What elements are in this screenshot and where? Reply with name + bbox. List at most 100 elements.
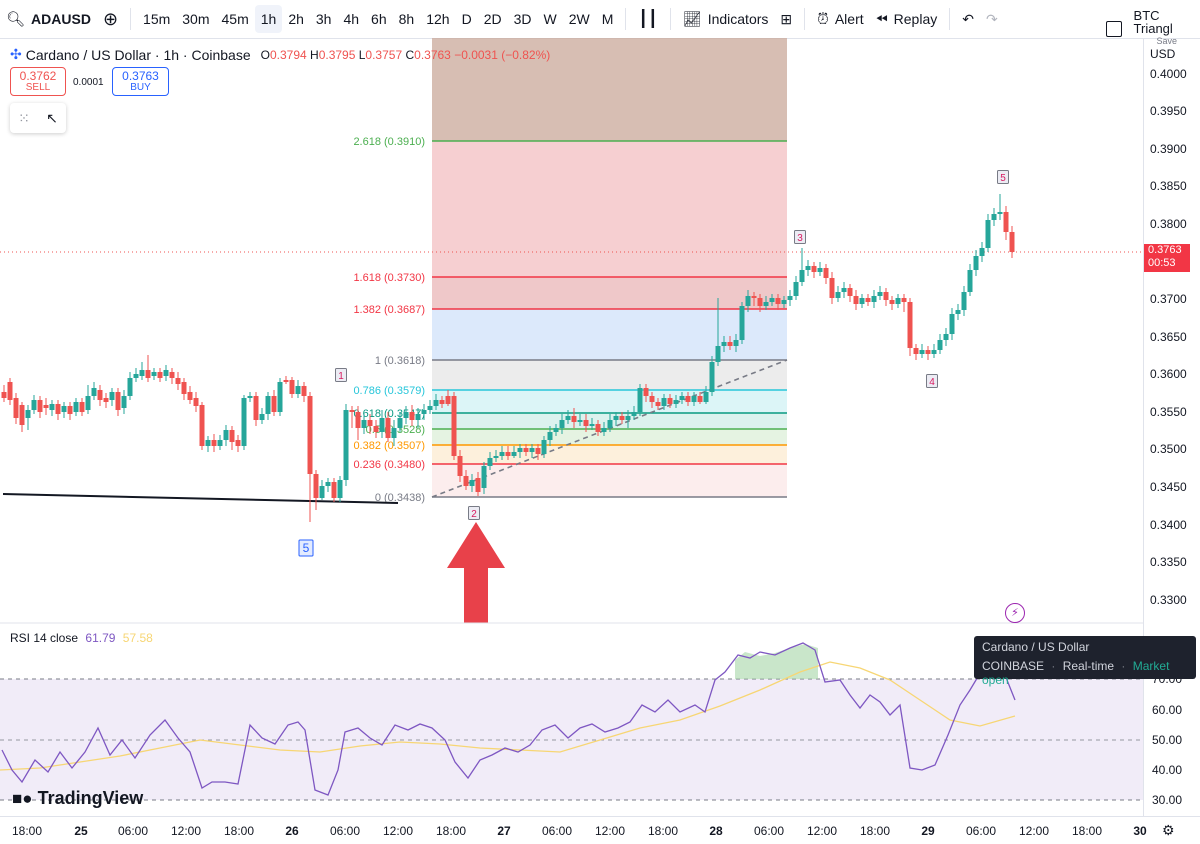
- candle-body: [757, 298, 763, 306]
- symbol-title[interactable]: Cardano / US Dollar · 1h · Coinbase: [25, 46, 251, 63]
- candle-body: [769, 298, 775, 302]
- candle-body: [541, 440, 547, 454]
- replay-button[interactable]: ⏪︎ Replay: [870, 0, 944, 38]
- fib-zone: [432, 309, 787, 360]
- tradingview-logo[interactable]: ■● TradingView: [12, 788, 143, 809]
- candle-body: [991, 214, 997, 220]
- candle-body: [949, 314, 955, 334]
- candle-body: [385, 418, 391, 438]
- candle-body: [775, 298, 781, 304]
- candle-body: [331, 482, 337, 498]
- add-symbol-icon: ⊕: [102, 8, 119, 29]
- candle-body: [997, 212, 1003, 214]
- tooltip-dot: ·: [1121, 659, 1126, 673]
- candle-body: [307, 396, 313, 474]
- undo-button[interactable]: ↶: [956, 0, 980, 38]
- interval-2w[interactable]: 2W: [568, 11, 590, 27]
- candle-body: [811, 266, 817, 272]
- lightning-alert-icon[interactable]: ⚡︎: [1005, 603, 1025, 623]
- candle-body: [313, 474, 319, 498]
- candle-body: [919, 350, 925, 354]
- chart-type-button[interactable]: ┃┃: [632, 0, 663, 38]
- time-tick: 30: [1133, 824, 1147, 838]
- candle-body: [91, 388, 97, 396]
- interval-2d[interactable]: 2D: [483, 11, 502, 27]
- cursor-tool-widget[interactable]: ⁙ ↖: [10, 103, 66, 133]
- wave-label-box[interactable]: [335, 368, 347, 382]
- candle-body: [535, 448, 541, 454]
- interval-30m[interactable]: 30m: [182, 11, 210, 27]
- candle-body: [37, 400, 43, 412]
- interval-m[interactable]: M: [601, 11, 614, 27]
- settings-gear-icon[interactable]: ⚙: [1162, 822, 1175, 838]
- drag-handle-icon[interactable]: ⁙: [18, 109, 30, 126]
- candle-body: [601, 428, 607, 432]
- wave-label-box[interactable]: [997, 170, 1009, 184]
- indicators-button[interactable]: 📈︎ Indicators: [677, 0, 775, 38]
- candle-body: [907, 302, 913, 348]
- time-tick: 26: [285, 824, 299, 838]
- interval-2h[interactable]: 2h: [288, 11, 304, 27]
- tooltip-status: Market open: [982, 659, 1170, 687]
- interval-8h[interactable]: 8h: [398, 11, 415, 27]
- candle-body: [667, 398, 673, 404]
- cursor-arrow-icon[interactable]: ↖: [46, 109, 58, 126]
- low-label: L: [358, 47, 366, 62]
- candle-body: [745, 296, 751, 306]
- alert-button[interactable]: ⏰︎ Alert: [811, 0, 870, 38]
- interval-3d[interactable]: 3D: [513, 11, 532, 27]
- time-tick: 18:00: [1072, 824, 1103, 838]
- interval-4h[interactable]: 4h: [343, 11, 360, 27]
- time-tick: 18:00: [436, 824, 467, 838]
- candle-body: [373, 426, 379, 432]
- time-tick: 06:00: [542, 824, 573, 838]
- interval-12h[interactable]: 12h: [426, 11, 450, 27]
- templates-button[interactable]: ⊞: [774, 0, 798, 38]
- price-tick: 0.3300: [1150, 593, 1187, 607]
- compare-button[interactable]: ⊕: [97, 0, 124, 38]
- candle-body: [1009, 232, 1015, 252]
- time-tick: 06:00: [118, 824, 149, 838]
- candle-body: [931, 350, 937, 354]
- price-axis[interactable]: USD 0.40000.39500.39000.38500.38000.3750…: [1143, 38, 1200, 816]
- redo-button[interactable]: ↷: [980, 0, 1004, 38]
- wave-label-box[interactable]: [926, 374, 938, 388]
- fib-label: 2.618 (0.3910): [353, 136, 425, 148]
- currency-label[interactable]: USD: [1150, 47, 1176, 61]
- interval-1h[interactable]: 1h: [254, 5, 283, 33]
- wave-label-box[interactable]: [468, 506, 480, 520]
- interval-d[interactable]: D: [461, 11, 472, 27]
- time-axis[interactable]: 18:00 25 06:00 12:00 18:00 26 06:00 12:00 18:00 2…: [0, 816, 1200, 844]
- candle-body: [343, 410, 349, 480]
- candle-body: [505, 452, 511, 456]
- candle-body: [295, 386, 301, 394]
- candle-body: [1003, 212, 1009, 232]
- wave-label-box[interactable]: [298, 539, 314, 557]
- tooltip-exchange: COINBASE: [982, 659, 1045, 673]
- interval-15m[interactable]: 15m: [143, 11, 171, 27]
- candle-body: [559, 420, 565, 428]
- wave-label-box[interactable]: [794, 230, 806, 244]
- interval-w[interactable]: W: [543, 11, 557, 27]
- rsi-legend[interactable]: RSI 14 close 61.79 57.58: [10, 631, 153, 645]
- candle-body: [685, 396, 691, 402]
- trendline[interactable]: [2, 493, 399, 504]
- tooltip-info: COINBASE · Real-time · Market open: [982, 659, 1188, 687]
- candle-body: [241, 398, 247, 446]
- rsi-tick: 60.00: [1152, 703, 1183, 717]
- rsi-tick: 50.00: [1152, 733, 1183, 747]
- time-tick: 06:00: [754, 824, 785, 838]
- alarm-icon: ⏰︎: [817, 10, 829, 28]
- interval-45m[interactable]: 45m: [221, 11, 249, 27]
- interval-3h[interactable]: 3h: [315, 11, 332, 27]
- candle-body: [115, 392, 121, 410]
- candle-body: [871, 296, 877, 302]
- interval-6h[interactable]: 6h: [371, 11, 387, 27]
- fib-zone: [432, 464, 787, 497]
- symbol-search[interactable]: 🔍︎ ADAUSD: [0, 0, 97, 38]
- sell-button[interactable]: 0.3762 SELL: [10, 67, 66, 96]
- layout-selector[interactable]: BTC Triangl Save: [1106, 9, 1200, 48]
- buy-button[interactable]: 0.3763 BUY: [112, 67, 169, 96]
- wave-label: 5: [1000, 173, 1006, 184]
